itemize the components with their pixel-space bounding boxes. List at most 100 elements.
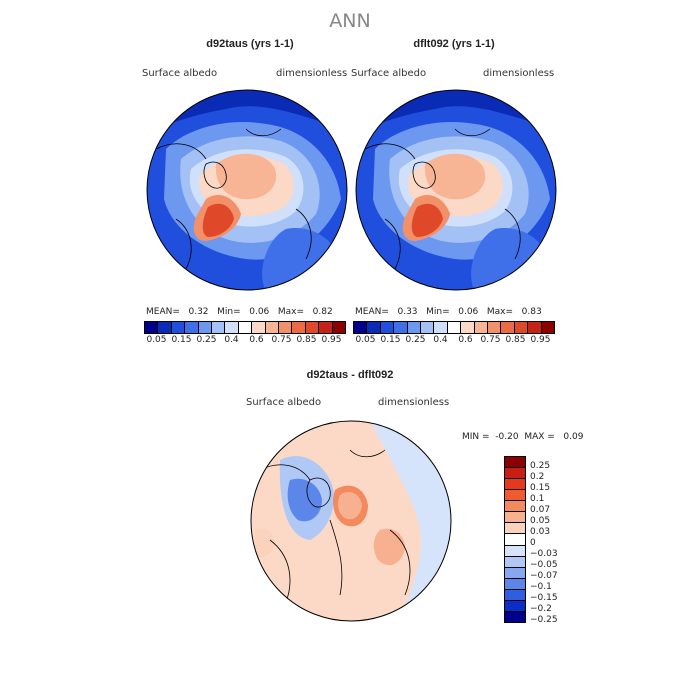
colorbar-tick-label: 0.15	[380, 335, 401, 345]
colorbar-segment	[505, 457, 525, 469]
panel-1-variable-label: Surface albedo	[142, 68, 218, 79]
colorbar-segment	[145, 322, 159, 333]
colorbar-segment	[380, 322, 395, 333]
colorbar-segment	[394, 322, 408, 333]
colorbar-segment	[505, 490, 525, 502]
colorbar-segment	[461, 322, 475, 333]
colorbar-segment	[225, 322, 239, 333]
colorbar-segment	[474, 322, 489, 333]
colorbar-tick-label: 0.25	[405, 335, 426, 345]
colorbar-segment	[434, 322, 448, 333]
colorbar-tick-label: 0.05	[530, 516, 551, 526]
panel-1-max-label: Max=	[277, 307, 305, 317]
colorbar-tick-label: 0.15	[530, 483, 551, 493]
panel-2-units-label: dimensionless	[483, 68, 555, 79]
colorbar-segment	[279, 322, 293, 333]
colorbar-tick-label: −0.15	[530, 593, 558, 603]
colorbar-tick-label: 0.2	[530, 472, 545, 482]
panel-2-max-value: 0.83	[521, 307, 542, 317]
colorbar-segment	[185, 322, 199, 333]
panel-2-min-value: 0.06	[458, 307, 479, 317]
colorbar-segment	[505, 567, 525, 579]
colorbar-segment	[505, 578, 525, 590]
colorbar-segment	[505, 512, 525, 524]
panel-2-colorbar-ticks: 0.05 0.15 0.25 0.4 0.6 0.75 0.85 0.95	[353, 335, 553, 347]
colorbar-segment	[505, 589, 525, 601]
colorbar-tick-label: 0.25	[196, 335, 217, 345]
colorbar-segment	[505, 534, 525, 546]
panel-3-max-value: 0.09	[563, 432, 584, 442]
panel-2-variable-label: Surface albedo	[351, 68, 427, 79]
panel-3-colorbar-ticks: 0.25 0.2 0.15 0.1 0.07 0.05 0.03 0 −0.03 −0.05 −0.…	[530, 456, 590, 625]
colorbar-segment	[171, 322, 186, 333]
panel-1-stats: MEAN= 0.32 Min= 0.06 Max= 0.82	[146, 307, 333, 317]
panel-3-max-label: MAX =	[524, 432, 555, 442]
panel-2-colorbar	[353, 321, 555, 334]
panel-1-units-label: dimensionless	[276, 68, 348, 79]
colorbar-segment	[212, 322, 226, 333]
panel-1-min-value: 0.06	[249, 307, 270, 317]
colorbar-segment	[407, 322, 422, 333]
colorbar-segment	[528, 322, 542, 333]
colorbar-tick-label: 0.75	[480, 335, 501, 345]
colorbar-segment	[198, 322, 213, 333]
panel-1-max-value: 0.82	[312, 307, 333, 317]
colorbar-tick-label: 0.85	[505, 335, 526, 345]
panel-3-colorbar	[504, 456, 526, 623]
colorbar-tick-label: 0	[530, 538, 536, 548]
panel-2-map	[355, 89, 557, 291]
colorbar-segment	[501, 322, 515, 333]
colorbar-tick-label: −0.03	[530, 549, 558, 559]
colorbar-tick-label: −0.05	[530, 560, 558, 570]
colorbar-segment	[505, 468, 525, 480]
colorbar-segment	[292, 322, 306, 333]
colorbar-tick-label: 0.05	[146, 335, 167, 345]
page-title: ANN	[329, 10, 371, 32]
panel-3-variable-label: Surface albedo	[246, 397, 322, 408]
panel-1-mean-label: MEAN=	[146, 307, 180, 317]
colorbar-tick-label: −0.1	[530, 582, 552, 592]
panel-1-map	[146, 89, 348, 291]
colorbar-tick-label: −0.07	[530, 571, 558, 581]
colorbar-tick-label: 0.95	[321, 335, 342, 345]
colorbar-segment	[447, 322, 462, 333]
panel-2-stats: MEAN= 0.33 Min= 0.06 Max= 0.83	[355, 307, 542, 317]
colorbar-segment	[332, 322, 346, 333]
panel-3-stats: MIN = -0.20 MAX = 0.09	[462, 432, 583, 442]
colorbar-segment	[252, 322, 266, 333]
panel-2-min-label: Min=	[426, 307, 450, 317]
colorbar-tick-label: 0.4	[224, 335, 239, 345]
panel-3-min-value: -0.20	[495, 432, 519, 442]
colorbar-segment	[367, 322, 381, 333]
colorbar-segment	[158, 322, 172, 333]
colorbar-tick-label: 0.05	[355, 335, 376, 345]
colorbar-segment	[505, 556, 525, 568]
panel-2-mean-label: MEAN=	[355, 307, 389, 317]
colorbar-tick-label: 0.03	[530, 527, 551, 537]
colorbar-segment	[488, 322, 502, 333]
colorbar-tick-label: 0.6	[249, 335, 264, 345]
panel-3-map	[250, 420, 452, 622]
panel-3-min-label: MIN =	[462, 432, 490, 442]
colorbar-segment	[238, 322, 253, 333]
colorbar-segment	[514, 322, 529, 333]
panel-3-title: d92taus - dflt092	[306, 369, 394, 381]
colorbar-tick-label: 0.4	[433, 335, 448, 345]
colorbar-segment	[505, 523, 525, 535]
colorbar-tick-label: 0.15	[171, 335, 192, 345]
panel-2-title: dflt092 (yrs 1-1)	[413, 38, 495, 50]
panel-1-title: d92taus (yrs 1-1)	[206, 38, 294, 50]
panel-1-colorbar	[144, 321, 346, 334]
colorbar-segment	[541, 322, 555, 333]
colorbar-segment	[505, 611, 525, 622]
colorbar-tick-label: 0.85	[296, 335, 317, 345]
colorbar-segment	[265, 322, 280, 333]
colorbar-tick-label: 0.6	[458, 335, 473, 345]
colorbar-segment	[305, 322, 320, 333]
panel-1-min-label: Min=	[217, 307, 241, 317]
colorbar-tick-label: 0.95	[530, 335, 551, 345]
colorbar-segment	[505, 501, 525, 513]
colorbar-tick-label: −0.2	[530, 604, 552, 614]
colorbar-tick-label: 0.25	[530, 461, 551, 471]
colorbar-tick-label: −0.25	[530, 615, 558, 625]
